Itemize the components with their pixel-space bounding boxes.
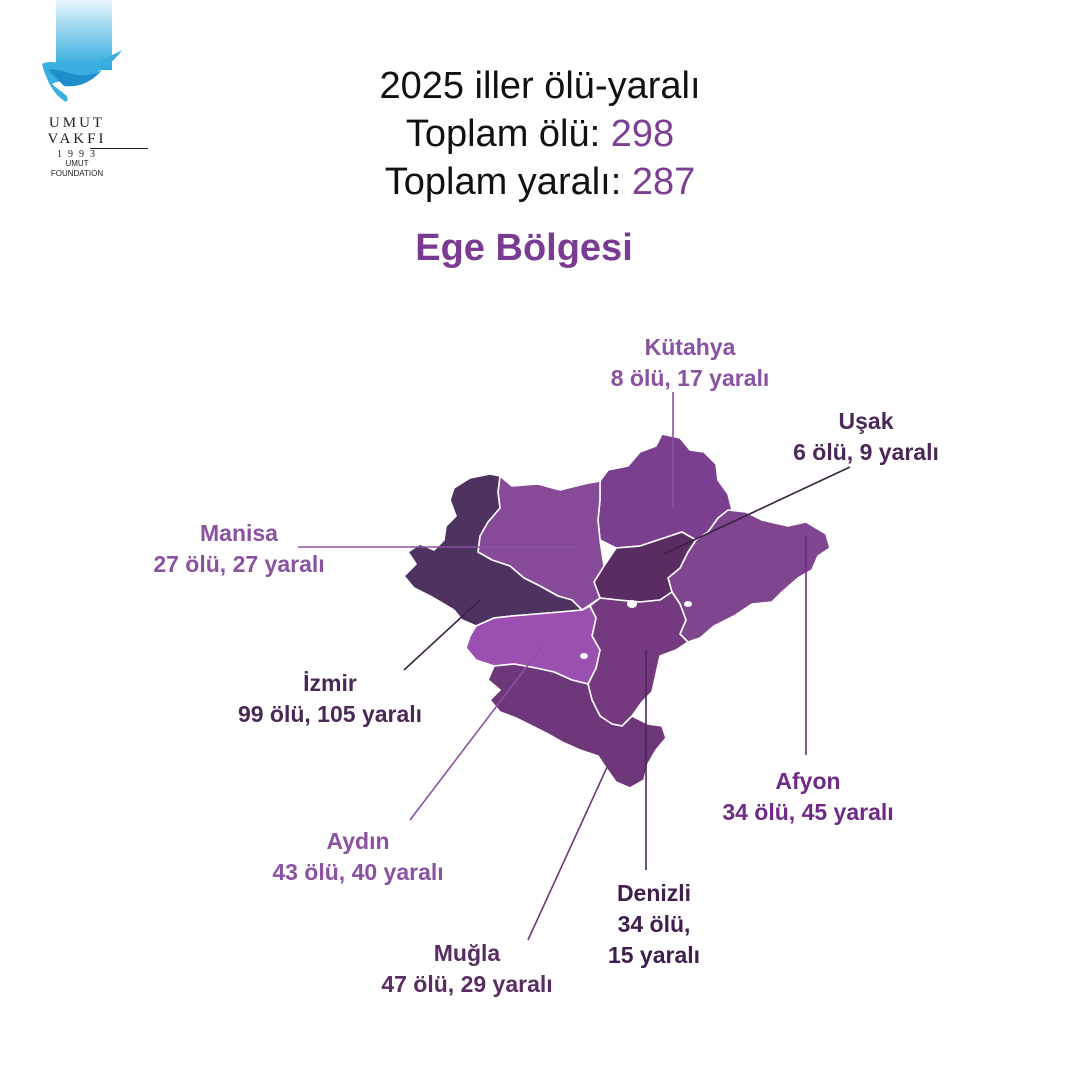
lake-marker	[627, 600, 637, 608]
label-denizli-stats-line1: 34 ölü,	[617, 911, 691, 937]
logo-text-umut: UMUT	[48, 115, 106, 131]
province-aydin[interactable]	[465, 605, 601, 685]
total-injured-label: Toplam yaralı:	[384, 161, 632, 203]
label-usak: Uşak 6 ölü, 9 yaralı	[766, 406, 966, 468]
logo-text-foundation: FOUNDATION	[50, 169, 104, 178]
label-kutahya: Kütahya 8 ölü, 17 yaralı	[590, 332, 790, 394]
total-deaths-value: 298	[610, 113, 675, 155]
total-injured-value: 287	[631, 161, 696, 203]
label-denizli: Denizli 34 ölü, 15 yaralı	[586, 878, 722, 971]
umut-foundation-logo	[38, 0, 148, 190]
label-izmir-name: İzmir	[303, 670, 357, 696]
label-manisa: Manisa 27 ölü, 27 yaralı	[124, 518, 354, 580]
logo-text-umut-small: UMUT	[65, 159, 89, 168]
label-manisa-stats: 27 ölü, 27 yaralı	[153, 551, 325, 577]
label-usak-stats: 6 ölü, 9 yaralı	[793, 439, 939, 465]
leader-line-usak	[663, 466, 851, 555]
leader-line-izmir	[403, 599, 481, 671]
label-kutahya-stats: 8 ölü, 17 yaralı	[610, 365, 770, 391]
province-kutahya[interactable]	[597, 433, 733, 549]
total-injured: Toplam yaralı: 287	[0, 163, 1080, 201]
region-title: Ege Bölgesi	[415, 227, 633, 269]
label-afyon-stats: 34 ölü, 45 yaralı	[722, 799, 894, 825]
logo-text-vakfi: VAKFI	[47, 131, 107, 147]
label-aydin: Aydın 43 ölü, 40 yaralı	[238, 826, 478, 888]
province-denizli[interactable]	[587, 591, 689, 727]
label-kutahya-name: Kütahya	[644, 334, 736, 360]
label-mugla-name: Muğla	[433, 940, 501, 966]
total-deaths-label: Toplam ölü:	[405, 113, 611, 155]
lake-marker	[580, 653, 588, 659]
label-denizli-stats-line2: 15 yaralı	[607, 942, 701, 968]
leader-line-aydin	[409, 643, 545, 821]
label-denizli-name: Denizli	[616, 880, 692, 906]
province-mugla[interactable]	[487, 663, 667, 789]
label-mugla: Muğla 47 ölü, 29 yaralı	[350, 938, 584, 1000]
label-afyon-name: Afyon	[775, 768, 841, 794]
leader-line-mugla	[527, 751, 615, 941]
label-aydin-stats: 43 ölü, 40 yaralı	[272, 859, 444, 885]
lake-marker	[684, 601, 692, 607]
label-izmir: İzmir 99 ölü, 105 yaralı	[205, 668, 455, 730]
logo-text-year: 1993	[57, 149, 101, 160]
total-deaths: Toplam ölü: 298	[0, 115, 1080, 153]
label-manisa-name: Manisa	[200, 520, 278, 546]
label-izmir-stats: 99 ölü, 105 yaralı	[237, 701, 423, 727]
label-usak-name: Uşak	[838, 408, 894, 434]
label-mugla-stats: 47 ölü, 29 yaralı	[381, 971, 553, 997]
label-afyon: Afyon 34 ölü, 45 yaralı	[690, 766, 926, 828]
label-aydin-name: Aydın	[326, 828, 390, 854]
page-title: 2025 iller ölü-yaralı	[379, 65, 701, 107]
logo-wave-icon	[42, 0, 122, 102]
